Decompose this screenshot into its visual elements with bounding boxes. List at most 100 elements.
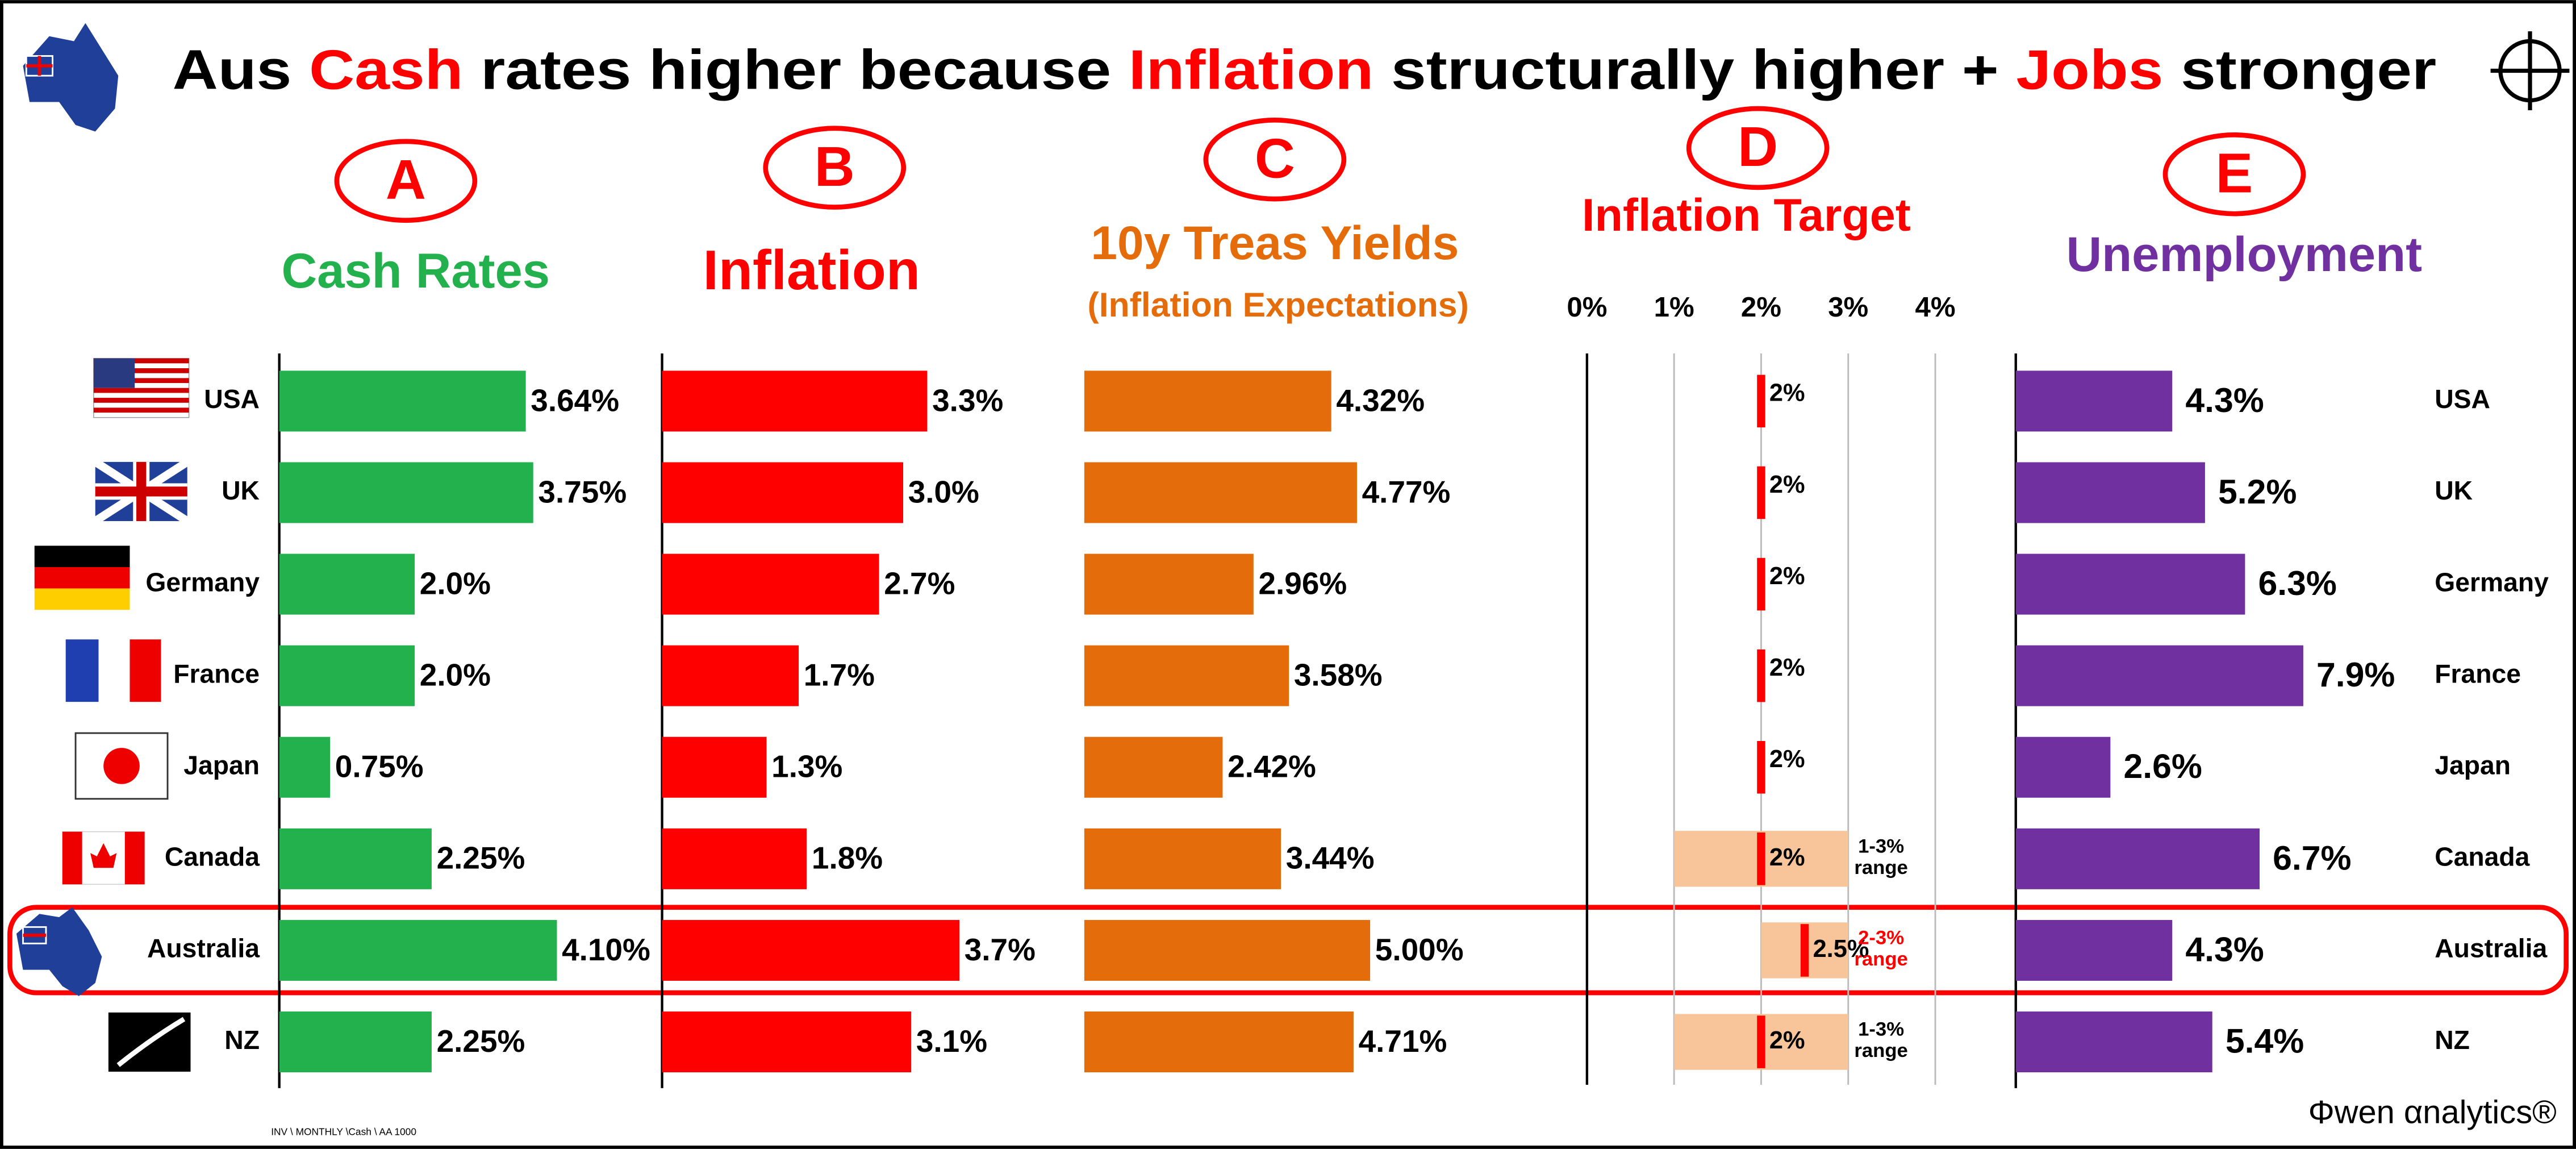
title-segment: structurally higher +	[1373, 38, 2016, 101]
value-label: 1.7%	[804, 657, 875, 693]
category-label: UK	[2435, 476, 2473, 505]
category-label: NZ	[2435, 1025, 2470, 1055]
letter-ellipse	[1686, 106, 1830, 190]
range-label: range	[1854, 1040, 1907, 1061]
bar	[662, 645, 799, 706]
category-label: France	[173, 659, 260, 688]
bar	[662, 736, 767, 798]
bar	[279, 553, 415, 615]
category-label: Australia	[2435, 934, 2548, 963]
target-marker	[1757, 740, 1765, 794]
letter-ellipse	[1203, 117, 1347, 202]
category-label: Canada	[2435, 842, 2530, 872]
highlight-box	[7, 905, 2569, 996]
value-label: 4.32%	[1336, 382, 1425, 418]
value-label: 4.77%	[1362, 474, 1451, 509]
panel-title: Inflation	[703, 239, 920, 301]
value-label: 4.3%	[2185, 381, 2264, 419]
x-tick-label: 2%	[1741, 292, 1781, 323]
bar	[1084, 553, 1254, 615]
range-label: range	[1854, 857, 1907, 879]
value-label: 2%	[1769, 654, 1805, 681]
value-label: 2.0%	[420, 565, 491, 601]
x-tick-label: 3%	[1828, 292, 1868, 323]
value-label: 2.25%	[437, 840, 525, 876]
x-tick-label: 1%	[1654, 292, 1694, 323]
value-label: 5.00%	[1375, 932, 1464, 967]
title-segment: Inflation	[1129, 38, 1373, 101]
letter-ellipse	[334, 139, 478, 223]
category-label: Germany	[2435, 567, 2549, 597]
bar	[1084, 919, 1371, 981]
value-label: 2.5%	[1813, 935, 1869, 963]
value-label: 5.2%	[2218, 472, 2297, 511]
bar	[2015, 919, 2173, 981]
bar	[1084, 736, 1223, 798]
value-label: 4.71%	[1359, 1023, 1447, 1059]
value-label: 3.0%	[908, 474, 979, 509]
panel-letter: C	[1255, 127, 1295, 189]
panel-letter: B	[815, 135, 855, 198]
target-marker	[1757, 374, 1765, 428]
panel-title: Cash Rates	[281, 243, 550, 298]
bar	[662, 828, 807, 889]
bar	[279, 1011, 432, 1073]
value-label: 6.7%	[2273, 838, 2351, 877]
bar	[279, 736, 331, 798]
x-tick-label: 0%	[1567, 292, 1607, 323]
letter-ellipse	[2162, 132, 2306, 217]
category-label: UK	[222, 476, 260, 505]
panel-title: 10y Treas Yields	[1091, 216, 1459, 269]
title-segment: stronger	[2163, 38, 2436, 101]
bar	[2015, 736, 2111, 798]
bar	[279, 645, 415, 706]
value-label: 2%	[1769, 380, 1805, 407]
value-label: 3.64%	[531, 382, 619, 418]
title-segment: Cash	[309, 38, 463, 101]
australia-icon	[23, 23, 119, 132]
value-label: 2.6%	[2123, 747, 2202, 785]
target-marker	[1757, 832, 1765, 885]
chart-title: Aus Cash rates higher because Inflation …	[173, 38, 2436, 101]
value-label: 0.75%	[335, 749, 424, 784]
target-marker	[1757, 557, 1765, 611]
value-label: 2.25%	[437, 1023, 525, 1059]
value-label: 3.3%	[932, 382, 1003, 418]
bar	[1084, 645, 1289, 706]
flag-germany	[34, 546, 130, 610]
value-label: 4.10%	[562, 932, 650, 967]
panel-letter: E	[2216, 141, 2253, 204]
bar	[662, 1011, 912, 1073]
value-label: 2%	[1769, 1027, 1805, 1054]
crosshair-icon	[2490, 31, 2570, 110]
value-label: 2%	[1769, 844, 1805, 871]
panel-title: Unemployment	[2066, 227, 2422, 282]
value-label: 1.3%	[771, 749, 842, 784]
panel-subtitle: (Inflation Expectations)	[1087, 285, 1468, 324]
title-segment: Jobs	[2016, 38, 2163, 101]
bar	[279, 828, 432, 889]
value-label: 6.3%	[2258, 564, 2337, 602]
value-label: 5.4%	[2226, 1021, 2304, 1060]
bar	[1084, 1011, 1354, 1073]
bar	[1084, 462, 1357, 523]
bar	[2015, 553, 2245, 615]
category-label: Japan	[2435, 750, 2511, 780]
value-label: 2%	[1769, 746, 1805, 773]
category-label: Japan	[183, 750, 260, 780]
target-marker	[1757, 466, 1765, 519]
value-label: 2.42%	[1228, 749, 1316, 784]
category-label: USA	[2435, 384, 2490, 414]
bar	[2015, 370, 2173, 432]
category-label: Canada	[165, 842, 260, 872]
bar	[1084, 828, 1281, 889]
value-label: 3.7%	[965, 932, 1036, 967]
bar	[279, 370, 526, 432]
footnote: INV \ MONTHLY \Cash \ AA 1000	[271, 1126, 416, 1137]
value-label: 2.0%	[420, 657, 491, 693]
range-label: 1-3%	[1858, 1018, 1904, 1040]
flag-france	[65, 639, 161, 702]
value-label: 4.3%	[2185, 930, 2264, 968]
